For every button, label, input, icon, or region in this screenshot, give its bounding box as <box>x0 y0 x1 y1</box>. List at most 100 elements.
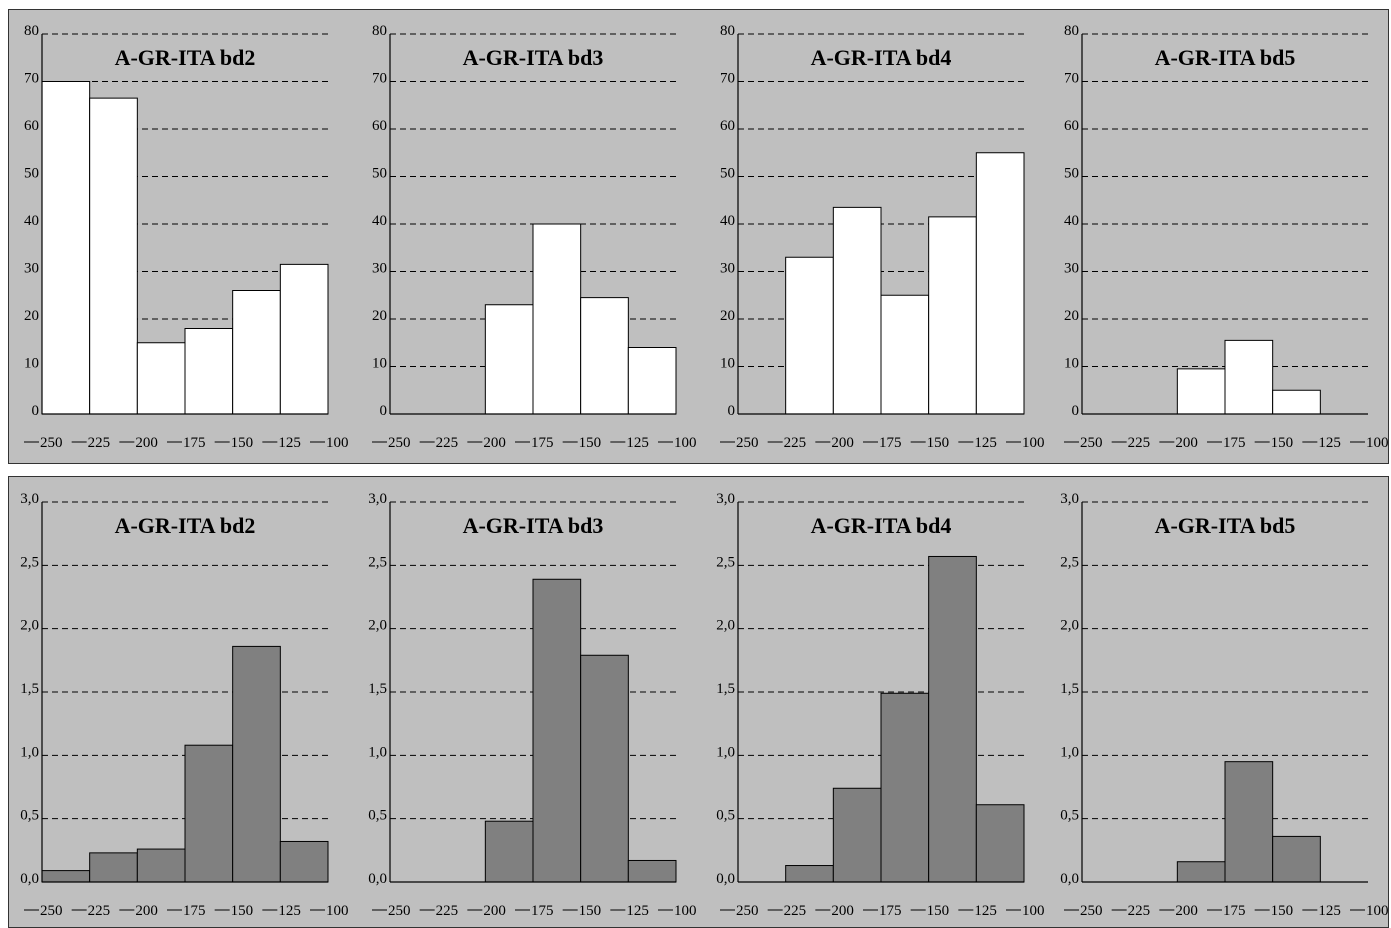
bar <box>279 263 329 415</box>
y-tick-label: 1,0 <box>368 744 387 760</box>
y-tick-label: 30 <box>24 261 39 277</box>
y-tick-label: 70 <box>372 71 387 87</box>
y-tick-label: 80 <box>720 23 735 39</box>
y-tick-label: 0 <box>1072 403 1080 419</box>
y-tick-label: 2,0 <box>1060 618 1079 634</box>
bar <box>232 645 281 883</box>
x-tick-label: 100 <box>674 903 697 919</box>
y-tick-label: 2,5 <box>368 554 387 570</box>
bar <box>532 578 582 883</box>
x-tick-label: 100 <box>326 903 349 919</box>
bar <box>484 304 534 415</box>
y-tick-label: 70 <box>24 71 39 87</box>
chart-count-4: 0 10 20 30 40 50 60 70 80 A-GR-ITA bd4 250 225 200 17… <box>720 23 1045 451</box>
x-tick-label: 125 <box>626 435 649 451</box>
x-tick-label: 250 <box>1080 903 1103 919</box>
chart-count-5: 0 10 20 30 40 50 60 70 80 A-GR-ITA bd5 250 225 200 17… <box>1064 23 1389 451</box>
y-tick-label: 0,0 <box>1060 871 1079 887</box>
chart-title: A-GR-ITA bd5 <box>1155 513 1296 538</box>
chart-title: A-GR-ITA bd5 <box>1155 45 1296 70</box>
x-tick-label: 125 <box>626 903 649 919</box>
x-tick-label: 100 <box>674 435 697 451</box>
x-tick-label: 225 <box>1128 903 1151 919</box>
x-tick-label: 200 <box>135 903 158 919</box>
x-tick-label: 250 <box>388 435 411 451</box>
x-tick-label: 250 <box>736 903 759 919</box>
y-tick-label: 2,5 <box>716 554 735 570</box>
chart-title: A-GR-ITA bd3 <box>463 45 604 70</box>
y-tick-label: 0,0 <box>716 871 735 887</box>
bar <box>184 328 234 415</box>
bar <box>928 216 977 415</box>
y-tick-label: 2,5 <box>20 554 39 570</box>
chart-rate-5: 0,0 0,5 1,0 1,5 2,0 2,5 3,0 A-GR-ITA bd5 250 225 2… <box>1060 491 1388 919</box>
x-tick-label: 200 <box>483 903 506 919</box>
x-tick-label: 150 <box>231 903 254 919</box>
y-tick-label: 10 <box>372 356 387 372</box>
x-tick-label: 150 <box>927 903 950 919</box>
chart-count-2: 0 10 20 30 40 50 60 70 80 A-GR-ITA bd2 250 225 200 17… <box>24 23 349 451</box>
bar <box>975 152 1025 415</box>
y-tick-label: 0,5 <box>716 808 735 824</box>
y-tick-label: 0,5 <box>368 808 387 824</box>
y-tick-label: 20 <box>24 308 39 324</box>
y-tick-label: 0 <box>728 403 736 419</box>
y-tick-label: 70 <box>720 71 735 87</box>
x-tick-label: 150 <box>1271 903 1294 919</box>
x-tick-label: 100 <box>1022 435 1045 451</box>
y-tick-label: 1,5 <box>716 681 735 697</box>
x-tick-label: 250 <box>1080 435 1103 451</box>
y-tick-label: 0,0 <box>368 871 387 887</box>
x-tick-label: 150 <box>927 435 950 451</box>
x-tick-label: 175 <box>531 903 554 919</box>
y-tick-label: 1,5 <box>1060 681 1079 697</box>
x-tick-label: 175 <box>879 903 902 919</box>
x-tick-label: 125 <box>278 903 301 919</box>
y-tick-label: 80 <box>372 23 387 39</box>
x-tick-label: 225 <box>436 435 459 451</box>
y-tick-label: 10 <box>1064 356 1079 372</box>
bar <box>627 347 677 415</box>
x-tick-label: 200 <box>1175 435 1198 451</box>
y-tick-label: 20 <box>1064 308 1079 324</box>
x-tick-label: 125 <box>1318 435 1341 451</box>
chart-count-3: 0 10 20 30 40 50 60 70 80 A-GR-ITA bd3 250 225 200 17… <box>372 23 697 451</box>
x-tick-label: 200 <box>831 435 854 451</box>
bar <box>1272 835 1321 883</box>
bar <box>832 787 882 883</box>
chart-title: A-GR-ITA bd3 <box>463 513 604 538</box>
bar <box>580 297 629 415</box>
y-tick-label: 20 <box>720 308 735 324</box>
x-tick-label: 250 <box>388 903 411 919</box>
bar <box>89 97 138 415</box>
x-tick-label: 150 <box>231 435 254 451</box>
bar <box>832 206 882 415</box>
bar <box>136 342 186 415</box>
bar <box>880 692 930 883</box>
bar <box>41 81 91 415</box>
x-tick-label: 100 <box>1366 435 1389 451</box>
y-tick-label: 3,0 <box>1060 491 1079 507</box>
x-tick-label: 225 <box>784 903 807 919</box>
bar <box>184 744 234 883</box>
bar <box>627 859 677 883</box>
x-tick-label: 200 <box>135 435 158 451</box>
y-tick-label: 2,0 <box>368 618 387 634</box>
y-tick-label: 0 <box>380 403 388 419</box>
x-tick-label: 125 <box>974 435 997 451</box>
y-tick-label: 10 <box>720 356 735 372</box>
x-tick-label: 250 <box>40 435 63 451</box>
chart-rate-4: 0,0 0,5 1,0 1,5 2,0 2,5 3,0 A-GR-ITA bd4 250 225 2… <box>716 491 1044 919</box>
x-tick-label: 225 <box>88 903 111 919</box>
y-tick-label: 20 <box>372 308 387 324</box>
y-tick-label: 50 <box>24 166 39 182</box>
y-tick-label: 30 <box>1064 261 1079 277</box>
bar <box>532 223 582 415</box>
y-tick-label: 60 <box>372 118 387 134</box>
y-tick-label: 60 <box>1064 118 1079 134</box>
bar <box>136 848 186 883</box>
x-tick-label: 225 <box>436 903 459 919</box>
chart-title: A-GR-ITA bd2 <box>115 45 256 70</box>
x-tick-label: 175 <box>183 903 206 919</box>
